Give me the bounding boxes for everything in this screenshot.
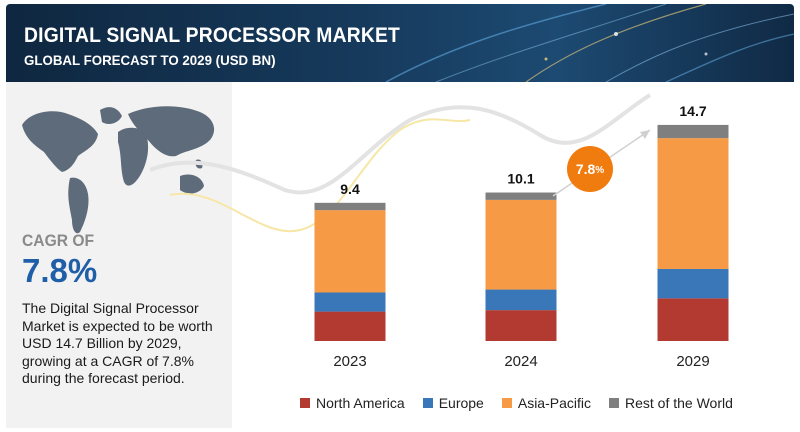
page-title: DIGITAL SIGNAL PROCESSOR MARKET xyxy=(24,24,401,47)
cagr-value: 7.8% xyxy=(22,252,98,289)
legend-swatch xyxy=(300,398,310,408)
legend-label: Asia-Pacific xyxy=(517,395,591,411)
cagr-bubble-unit: % xyxy=(595,165,605,176)
bar-segment-2024-europe xyxy=(485,289,557,311)
market-description: The Digital Signal Processor Market is e… xyxy=(22,300,213,386)
bar-segment-2029-rest-of-the-world xyxy=(657,124,729,139)
bar-segment-2024-rest-of-the-world xyxy=(485,192,557,200)
x-tick-label-2029: 2029 xyxy=(676,353,709,370)
total-label-2029: 14.7 xyxy=(679,103,706,119)
page-subtitle: GLOBAL FORECAST TO 2029 (USD BN) xyxy=(24,52,276,68)
bar-segment-2023-europe xyxy=(314,292,386,312)
legend-item-rest-of-the-world: Rest of the World xyxy=(609,395,733,411)
legend-item-europe: Europe xyxy=(422,395,484,411)
legend-label: Europe xyxy=(438,395,484,411)
bar-segment-2029-north-america xyxy=(657,298,729,341)
world-map-icon xyxy=(22,106,215,234)
bar-segment-2023-asia-pacific xyxy=(314,210,386,293)
decorative-trend-curve-yellow xyxy=(169,118,471,233)
chart-legend: North America Europe Asia-Pacific Rest of t… xyxy=(300,393,733,413)
bar-segment-2023-rest-of-the-world xyxy=(314,202,386,211)
cagr-bubble-value: 7.8 xyxy=(575,161,596,177)
legend-swatch xyxy=(609,398,619,408)
decorative-trend-curve-gray xyxy=(149,93,652,195)
cagr-bubble: 7.8% xyxy=(567,146,613,192)
total-label-2023: 9.4 xyxy=(340,181,360,197)
header-banner: DIGITAL SIGNAL PROCESSOR MARKET GLOBAL F… xyxy=(6,4,794,82)
bar-segment-2029-asia-pacific xyxy=(657,138,729,269)
x-tick-label-2023: 2023 xyxy=(333,353,366,370)
bar-segment-2024-north-america xyxy=(485,310,557,341)
legend-swatch xyxy=(422,398,433,408)
bar-segment-2023-north-america xyxy=(314,311,386,341)
bar-segment-2029-europe xyxy=(657,268,729,299)
legend-label: Rest of the World xyxy=(625,395,733,411)
legend-item-north-america: North America xyxy=(300,395,405,411)
legend-swatch xyxy=(501,398,512,408)
legend-label: North America xyxy=(316,395,405,411)
x-tick-label-2024: 2024 xyxy=(504,353,537,370)
bar-segment-2024-asia-pacific xyxy=(485,199,557,290)
cagr-label: CAGR OF xyxy=(22,231,95,250)
legend-item-asia-pacific: Asia-Pacific xyxy=(501,395,591,411)
light-streaks-decoration xyxy=(385,4,794,82)
total-label-2024: 10.1 xyxy=(507,171,534,187)
